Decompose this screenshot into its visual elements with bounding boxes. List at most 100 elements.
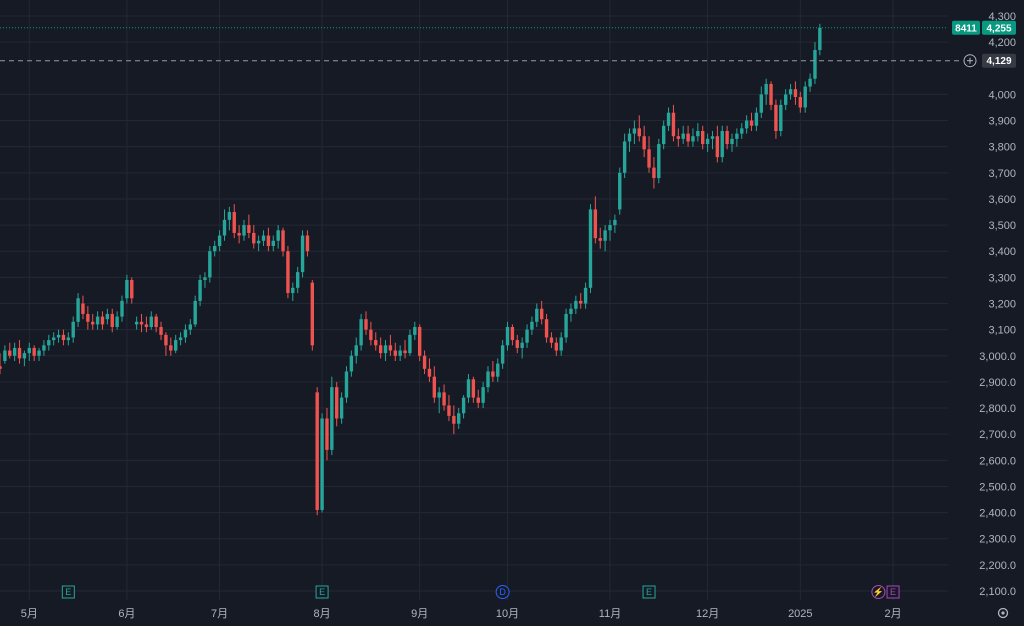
candle (71, 316, 75, 343)
candle (17, 340, 22, 364)
event-letter: D (499, 587, 506, 597)
candle (247, 214, 251, 239)
y-tick-label: 3,500 (988, 220, 1016, 232)
candle (442, 384, 446, 411)
settings-gear-icon[interactable] (997, 607, 1009, 619)
candle-body (232, 212, 236, 233)
candle (744, 115, 749, 134)
candle-body (222, 219, 227, 236)
symbol-label: 8411 (955, 23, 977, 34)
candle (544, 313, 549, 343)
candle (300, 230, 305, 278)
x-tick-label: 2025 (788, 608, 812, 620)
price-axis[interactable]: 4,300 4,200 4,000 3,900 3,800 3,700 3,600 3,500… (979, 11, 1016, 598)
candle (310, 279, 315, 351)
y-tick-label: 2,200.0 (979, 560, 1016, 572)
candle-body (374, 340, 378, 346)
candle (76, 293, 80, 328)
y-tick-label: 3,600 (988, 194, 1016, 206)
candle (583, 282, 588, 309)
candle (588, 204, 593, 294)
time-axis[interactable]: 5月 6月 7月 8月 9月 10月 11月 12月 2025 2月 (21, 608, 902, 620)
candle (539, 300, 544, 325)
candle (774, 99, 778, 139)
earnings-event-marker[interactable]: E (642, 585, 656, 599)
candle (330, 376, 334, 456)
candle (686, 125, 690, 147)
candle-body (735, 133, 739, 139)
candle (203, 272, 207, 288)
x-tick-label: 7月 (211, 608, 228, 620)
y-tick-label: 4,000 (988, 89, 1016, 101)
candle-body (164, 334, 168, 346)
candle-body (657, 144, 661, 179)
candle (315, 387, 319, 516)
candle (339, 392, 344, 424)
candle-body (725, 131, 729, 145)
y-tick-label: 2,600.0 (979, 455, 1016, 467)
candle-body (471, 379, 476, 398)
candle-body (637, 128, 641, 137)
candle-body (432, 376, 437, 398)
candle-body (603, 230, 607, 241)
candle (505, 321, 510, 351)
candle (764, 78, 768, 105)
x-tick-label: 5月 (21, 608, 38, 620)
add-alert-plus-icon[interactable] (963, 54, 977, 68)
candle-body (652, 167, 656, 179)
y-tick-label: 4,300 (988, 11, 1016, 23)
candle-body (671, 112, 676, 137)
candle-body (227, 212, 232, 220)
candle (86, 306, 90, 330)
candle-body (539, 308, 544, 320)
candle-body (198, 279, 202, 301)
candle-body (8, 350, 12, 356)
candle (569, 303, 573, 322)
candle (783, 89, 788, 111)
candle-body (61, 334, 66, 341)
crosshair-price-label: 4,129 (986, 56, 1011, 67)
candle-body (417, 327, 422, 356)
candle (422, 350, 427, 375)
symbol-badge (952, 20, 980, 35)
event-letter: E (65, 587, 71, 597)
candle (564, 308, 568, 343)
candle-body (154, 316, 158, 328)
last-price-badge: 8411 4,255 (952, 20, 1016, 35)
candle (22, 350, 27, 367)
candle-body (149, 316, 153, 328)
earnings-event-marker[interactable]: E (315, 585, 329, 599)
earnings-upcoming-event-marker[interactable]: E (886, 585, 900, 599)
candle (681, 125, 685, 145)
candle (735, 128, 739, 147)
dividend-event-marker[interactable]: D (495, 585, 510, 599)
y-tick-label: 3,400 (988, 246, 1016, 258)
earnings-event-marker[interactable]: E (61, 585, 75, 599)
candle-body (256, 240, 261, 244)
candle-body (788, 89, 793, 95)
candle (579, 293, 583, 309)
candle-body (422, 355, 427, 369)
candle (515, 334, 519, 354)
candle (252, 225, 256, 249)
candle-body (12, 347, 17, 356)
split-event-marker[interactable]: ⚡ (871, 585, 886, 599)
candle-body (598, 238, 602, 241)
candle-body (105, 313, 110, 320)
candle-body (47, 340, 51, 346)
candle (798, 91, 803, 113)
last-price-tag (982, 20, 1016, 35)
candle (110, 308, 114, 333)
x-tick-label: 8月 (314, 608, 331, 620)
candle-body (125, 279, 129, 299)
candle (266, 227, 271, 252)
candle-body (335, 387, 339, 419)
candle-body (295, 272, 300, 288)
candle-body (3, 350, 7, 361)
y-tick-label: 2,500.0 (979, 481, 1016, 493)
candle-body (491, 371, 495, 377)
candle (813, 42, 817, 84)
y-tick-label: 2,300.0 (979, 534, 1016, 546)
candle (452, 405, 456, 435)
